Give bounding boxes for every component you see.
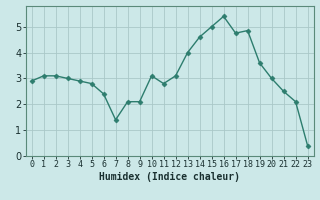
X-axis label: Humidex (Indice chaleur): Humidex (Indice chaleur) <box>99 172 240 182</box>
